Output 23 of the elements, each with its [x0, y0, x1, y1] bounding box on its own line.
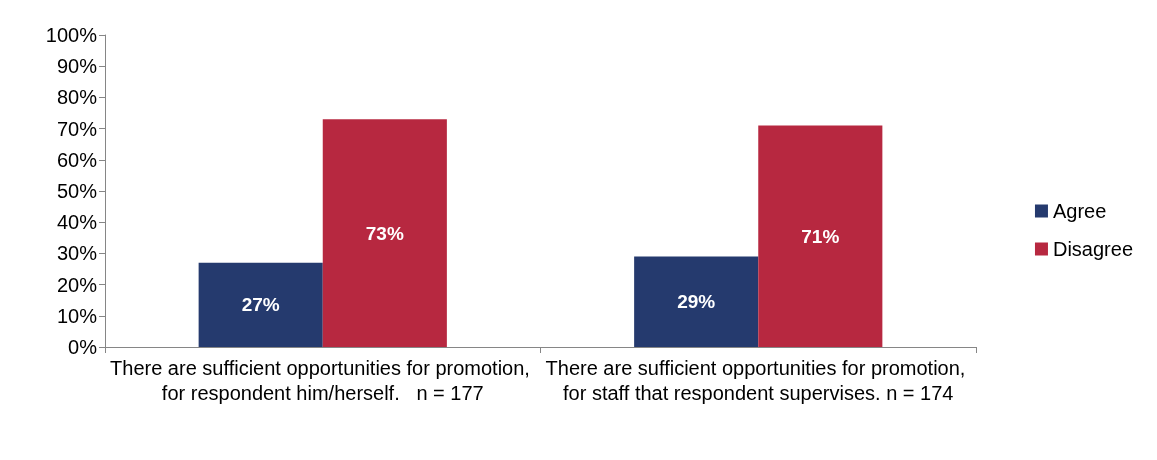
y-tick-label: 50%: [56, 180, 98, 202]
bar: [758, 125, 883, 347]
y-tick-label: 80%: [56, 86, 98, 109]
y-tick-label: 20%: [56, 273, 98, 296]
y-tick-label: 100%: [45, 24, 98, 46]
y-tick-label: 40%: [56, 211, 98, 234]
y-tick-label: 0%: [68, 336, 98, 358]
y-tick-label: 90%: [56, 55, 98, 78]
y-tick-label: 30%: [56, 242, 98, 265]
bar: [634, 256, 759, 347]
legend-label: Agree: [1052, 200, 1107, 222]
data-label: 71%: [801, 225, 840, 247]
legend-label: Disagree: [1052, 238, 1134, 260]
data-label: 27%: [241, 294, 280, 316]
y-tick-label: 60%: [56, 148, 98, 171]
bar: [198, 262, 323, 347]
x-tick-label: There are sufficient opportunities for promotion, for staff that respondent supervises. n = 174: [545, 356, 971, 404]
y-tick-label: 10%: [56, 304, 98, 327]
y-tick-label: 70%: [56, 117, 98, 140]
x-tick-label: There are sufficient opportunities for promotion, for respondent him/herself. n = 177: [110, 356, 536, 404]
data-label: 29%: [677, 291, 716, 313]
bar: [322, 119, 447, 347]
data-label: 73%: [365, 222, 404, 244]
